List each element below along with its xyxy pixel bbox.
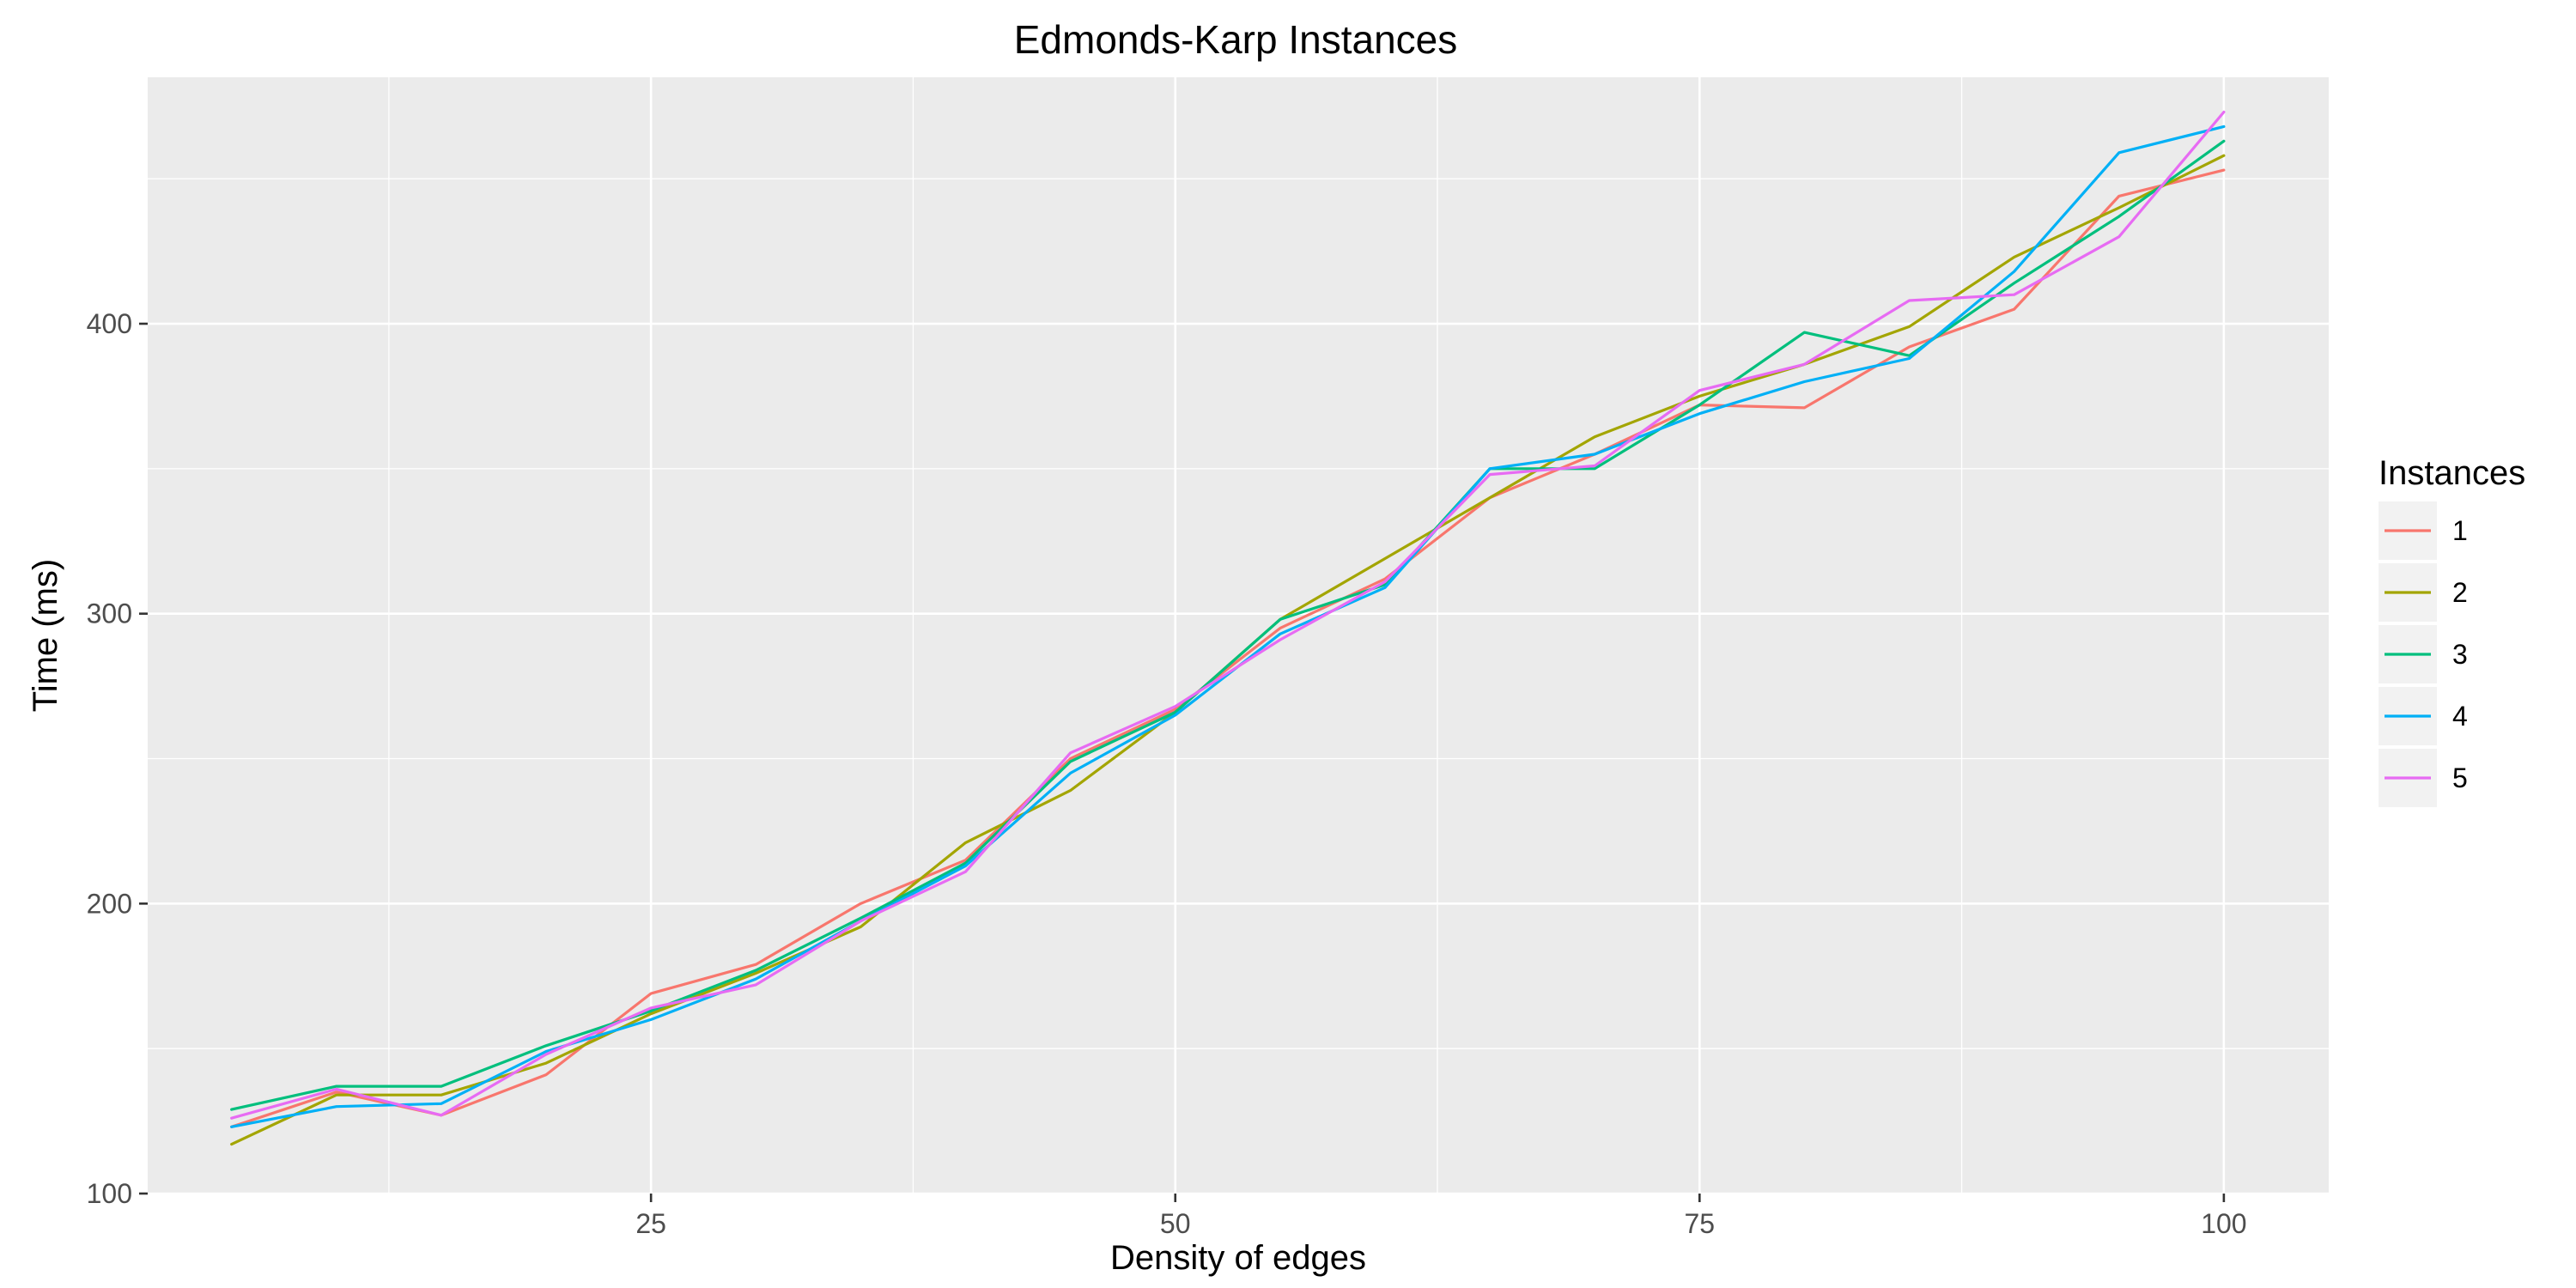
y-tick-label: 400 (87, 308, 132, 339)
legend-label-1: 1 (2452, 515, 2468, 546)
x-axis-title: Density of edges (1110, 1239, 1366, 1277)
series-line-5 (230, 110, 2226, 1120)
series-lines (230, 110, 2226, 1146)
legend-title: Instances (2379, 454, 2525, 492)
x-tick-label: 75 (1685, 1208, 1716, 1239)
x-tick-label: 25 (635, 1208, 666, 1239)
y-tick-label: 100 (87, 1178, 132, 1209)
y-tick-label: 300 (87, 598, 132, 629)
plot-panel (148, 77, 2329, 1194)
legend: Instances 1 2 3 4 5 (2379, 454, 2525, 807)
axes: 25 50 75 100 100 200 300 400 (87, 308, 2247, 1239)
y-tick-label: 200 (87, 888, 132, 919)
series-line-1 (230, 168, 2226, 1128)
y-axis-title: Time (ms) (27, 559, 64, 712)
legend-label-4: 4 (2452, 701, 2468, 732)
legend-label-5: 5 (2452, 762, 2468, 793)
series-line-3 (230, 139, 2226, 1111)
legend-label-2: 2 (2452, 577, 2468, 608)
x-tick-label: 50 (1160, 1208, 1191, 1239)
x-tick-label: 100 (2201, 1208, 2246, 1239)
chart-title: Edmonds-Karp Instances (1014, 17, 1458, 62)
legend-label-3: 3 (2452, 639, 2468, 670)
